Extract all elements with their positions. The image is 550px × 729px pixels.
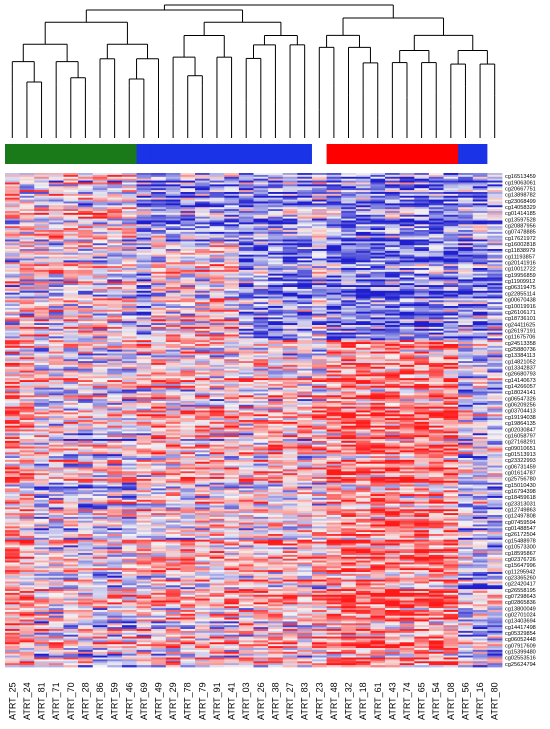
- group-bar-cell: [195, 144, 210, 164]
- group-bar-cell: [297, 144, 312, 164]
- group-bar-cell: [93, 144, 108, 164]
- group-bar-cell: [20, 144, 35, 164]
- group-bar-cell: [414, 144, 429, 164]
- group-bar-cell: [327, 144, 342, 164]
- group-bar-cell: [122, 144, 137, 164]
- group-bar-cell: [151, 144, 166, 164]
- group-bar-cell: [283, 144, 298, 164]
- group-bar-cell: [224, 144, 239, 164]
- group-bar-cell: [341, 144, 356, 164]
- group-bar-cell: [429, 144, 444, 164]
- group-bar-cell: [137, 144, 152, 164]
- heatmap-cells: [5, 173, 502, 667]
- group-bar-cell: [239, 144, 254, 164]
- group-bar-cell: [400, 144, 415, 164]
- group-bar-cell: [5, 144, 20, 164]
- group-bar-cell: [49, 144, 64, 164]
- group-bar-cell: [444, 144, 459, 164]
- group-bar-cell: [268, 144, 283, 164]
- group-bar-cell: [63, 144, 78, 164]
- group-bar-cell: [166, 144, 181, 164]
- group-bar-cell: [473, 144, 488, 164]
- group-bar-cell: [356, 144, 371, 164]
- group-bar-cell: [385, 144, 400, 164]
- group-color-bar: [5, 144, 503, 164]
- group-bar-cell: [107, 144, 122, 164]
- group-bar-cell: [210, 144, 225, 164]
- group-bar-cell: [312, 144, 327, 164]
- group-bar-cell: [254, 144, 269, 164]
- column-dendrogram: [12, 5, 494, 138]
- group-bar-cell: [78, 144, 93, 164]
- group-bar-cell: [34, 144, 49, 164]
- group-bar-cell: [370, 144, 385, 164]
- group-bar-cell: [487, 144, 502, 164]
- group-bar-cell: [180, 144, 195, 164]
- group-bar-cell: [458, 144, 473, 164]
